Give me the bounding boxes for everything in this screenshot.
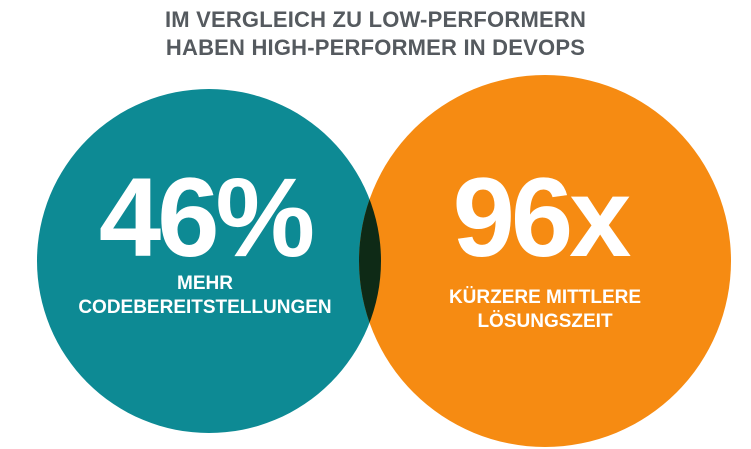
- right-stat-caption: KÜRZERE MITTLERE LÖSUNGSZEIT: [395, 286, 695, 334]
- left-caption-line-2: CODEBEREITSTELLUNGEN: [78, 297, 332, 318]
- headline-line-1: IM VERGLEICH ZU LOW-PERFORMERN: [164, 7, 587, 32]
- right-caption-line-1: KÜRZERE MITTLERE: [448, 287, 642, 308]
- left-stat-value: 46%: [98, 155, 315, 280]
- left-caption-line-1: MEHR: [177, 273, 233, 294]
- right-stat-value: 96x: [452, 155, 632, 280]
- left-circle: [37, 89, 381, 433]
- left-stat-caption: MEHR CODEBEREITSTELLUNGEN: [40, 272, 370, 320]
- right-caption-line-2: LÖSUNGSZEIT: [477, 311, 613, 332]
- headline: IM VERGLEICH ZU LOW-PERFORMERN HABEN HIG…: [0, 6, 751, 62]
- headline-line-2: HABEN HIGH-PERFORMER IN DEVOPS: [165, 35, 586, 60]
- right-circle: [359, 75, 731, 447]
